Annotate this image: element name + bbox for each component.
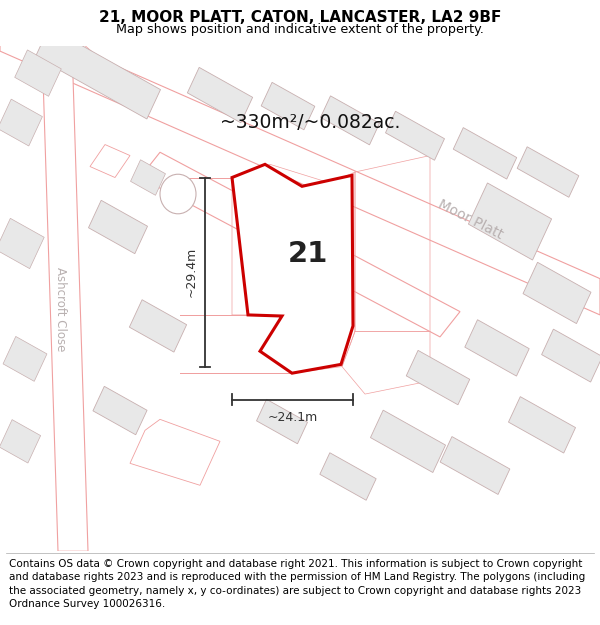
Text: 21: 21 [288,241,328,269]
Polygon shape [140,152,460,337]
Polygon shape [320,452,376,500]
Polygon shape [370,410,446,472]
Polygon shape [386,111,445,160]
Text: Moor Platt: Moor Platt [237,199,299,239]
Polygon shape [42,46,88,551]
Polygon shape [90,144,130,177]
Text: ~24.1m: ~24.1m [268,411,317,424]
Text: Ashcroft Close: Ashcroft Close [53,268,67,352]
Circle shape [160,174,196,214]
Text: Map shows position and indicative extent of the property.: Map shows position and indicative extent… [116,22,484,36]
Polygon shape [0,218,44,269]
Text: 21, MOOR PLATT, CATON, LANCASTER, LA2 9BF: 21, MOOR PLATT, CATON, LANCASTER, LA2 9B… [99,10,501,25]
Text: ~29.4m: ~29.4m [185,247,197,297]
Polygon shape [3,336,47,381]
Polygon shape [257,399,307,444]
Polygon shape [508,397,575,453]
Polygon shape [93,386,147,435]
Polygon shape [15,50,61,96]
Polygon shape [232,164,353,373]
Polygon shape [440,437,510,494]
Polygon shape [88,200,148,254]
Polygon shape [406,351,470,405]
Polygon shape [35,28,160,119]
Polygon shape [453,127,517,179]
Text: ~330m²/~0.082ac.: ~330m²/~0.082ac. [220,113,400,132]
Polygon shape [465,320,529,376]
Polygon shape [523,262,591,324]
Polygon shape [130,300,187,352]
Polygon shape [0,99,43,146]
Polygon shape [131,160,166,195]
Polygon shape [542,329,600,382]
Text: Moor Platt: Moor Platt [435,197,505,242]
Polygon shape [261,82,315,130]
Polygon shape [320,96,379,145]
Polygon shape [130,419,220,485]
Polygon shape [517,147,579,198]
Polygon shape [469,183,551,260]
Polygon shape [0,419,41,463]
Polygon shape [0,15,600,315]
Polygon shape [72,46,110,79]
Polygon shape [187,68,253,122]
Text: Contains OS data © Crown copyright and database right 2021. This information is : Contains OS data © Crown copyright and d… [9,559,585,609]
